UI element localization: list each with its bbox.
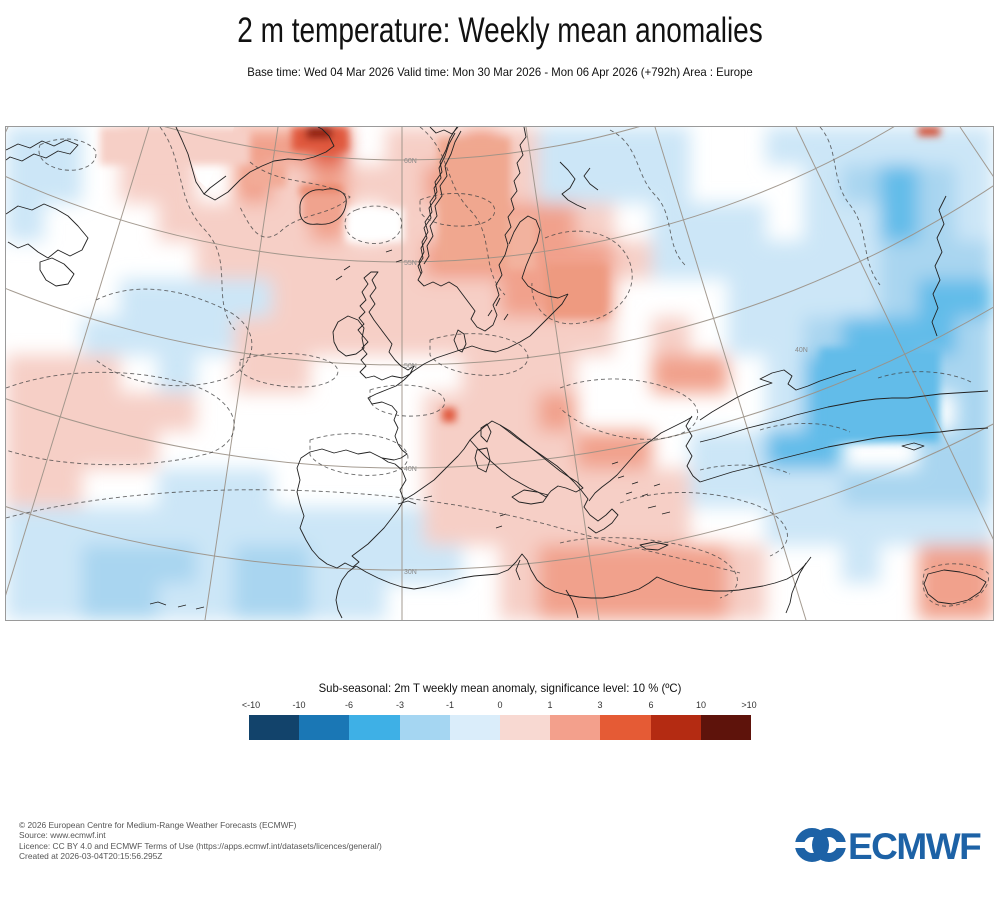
- svg-text:30N: 30N: [404, 569, 417, 576]
- svg-text:ECMWF: ECMWF: [848, 826, 981, 867]
- svg-text:40N: 40N: [404, 466, 417, 473]
- svg-text:40N: 40N: [795, 347, 808, 354]
- svg-text:60N: 60N: [404, 158, 417, 165]
- svg-text:55N: 55N: [404, 260, 417, 267]
- svg-text:50N: 50N: [404, 363, 417, 370]
